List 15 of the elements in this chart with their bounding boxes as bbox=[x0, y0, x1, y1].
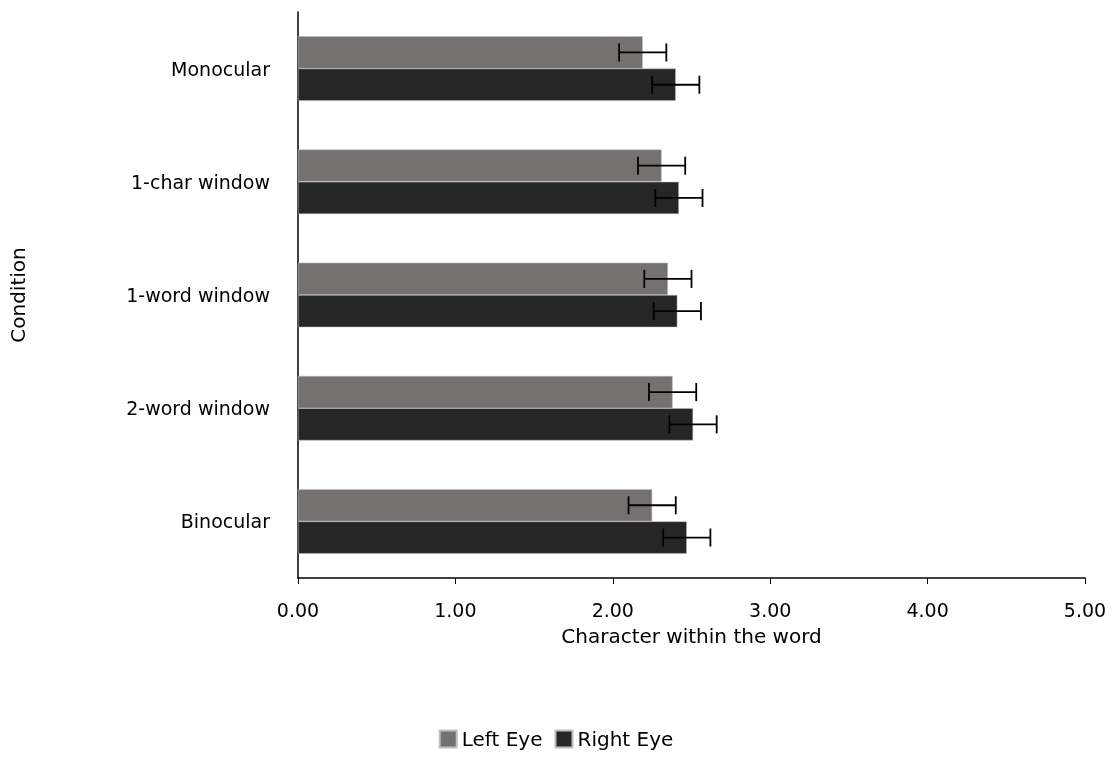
legend-label: Left Eye bbox=[461, 727, 543, 751]
x-tick-label: 3.00 bbox=[749, 598, 792, 621]
y-tick-label: 1-word window bbox=[126, 284, 270, 306]
x-tick-label: 0.00 bbox=[276, 598, 320, 621]
y-tick-label: Binocular bbox=[180, 510, 271, 533]
x-tick-label: 2.00 bbox=[591, 598, 634, 621]
x-tick-label: 1.00 bbox=[434, 598, 477, 621]
legend-label: Right Eye bbox=[577, 727, 674, 751]
y-tick-label: 1-char window bbox=[130, 170, 270, 193]
x-tick-label: 5.00 bbox=[1063, 598, 1107, 621]
y-tick-label: 2-word window bbox=[126, 397, 270, 420]
x-axis-title: Character within the word bbox=[561, 624, 822, 648]
x-tick-label: 4.00 bbox=[906, 598, 949, 621]
y-tick-label: Monocular bbox=[171, 57, 271, 80]
y-axis-title: Condition bbox=[6, 247, 30, 343]
